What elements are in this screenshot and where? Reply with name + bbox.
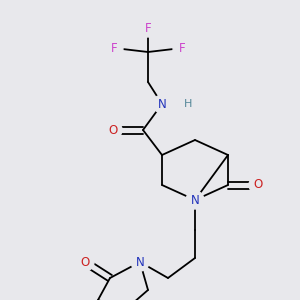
Text: N: N <box>190 194 200 206</box>
Text: O: O <box>108 124 118 136</box>
Text: O: O <box>80 256 90 268</box>
Circle shape <box>139 19 157 37</box>
Circle shape <box>104 121 122 139</box>
Circle shape <box>186 191 204 209</box>
Text: F: F <box>179 41 185 55</box>
Circle shape <box>76 253 94 271</box>
Circle shape <box>105 39 123 57</box>
Circle shape <box>153 95 171 113</box>
Text: N: N <box>136 256 144 268</box>
Text: F: F <box>145 22 151 34</box>
Circle shape <box>173 39 191 57</box>
Text: H: H <box>184 99 192 109</box>
Circle shape <box>249 176 267 194</box>
Circle shape <box>179 95 197 113</box>
Text: F: F <box>111 41 117 55</box>
Text: O: O <box>254 178 262 191</box>
Circle shape <box>131 253 149 271</box>
Text: N: N <box>158 98 166 110</box>
